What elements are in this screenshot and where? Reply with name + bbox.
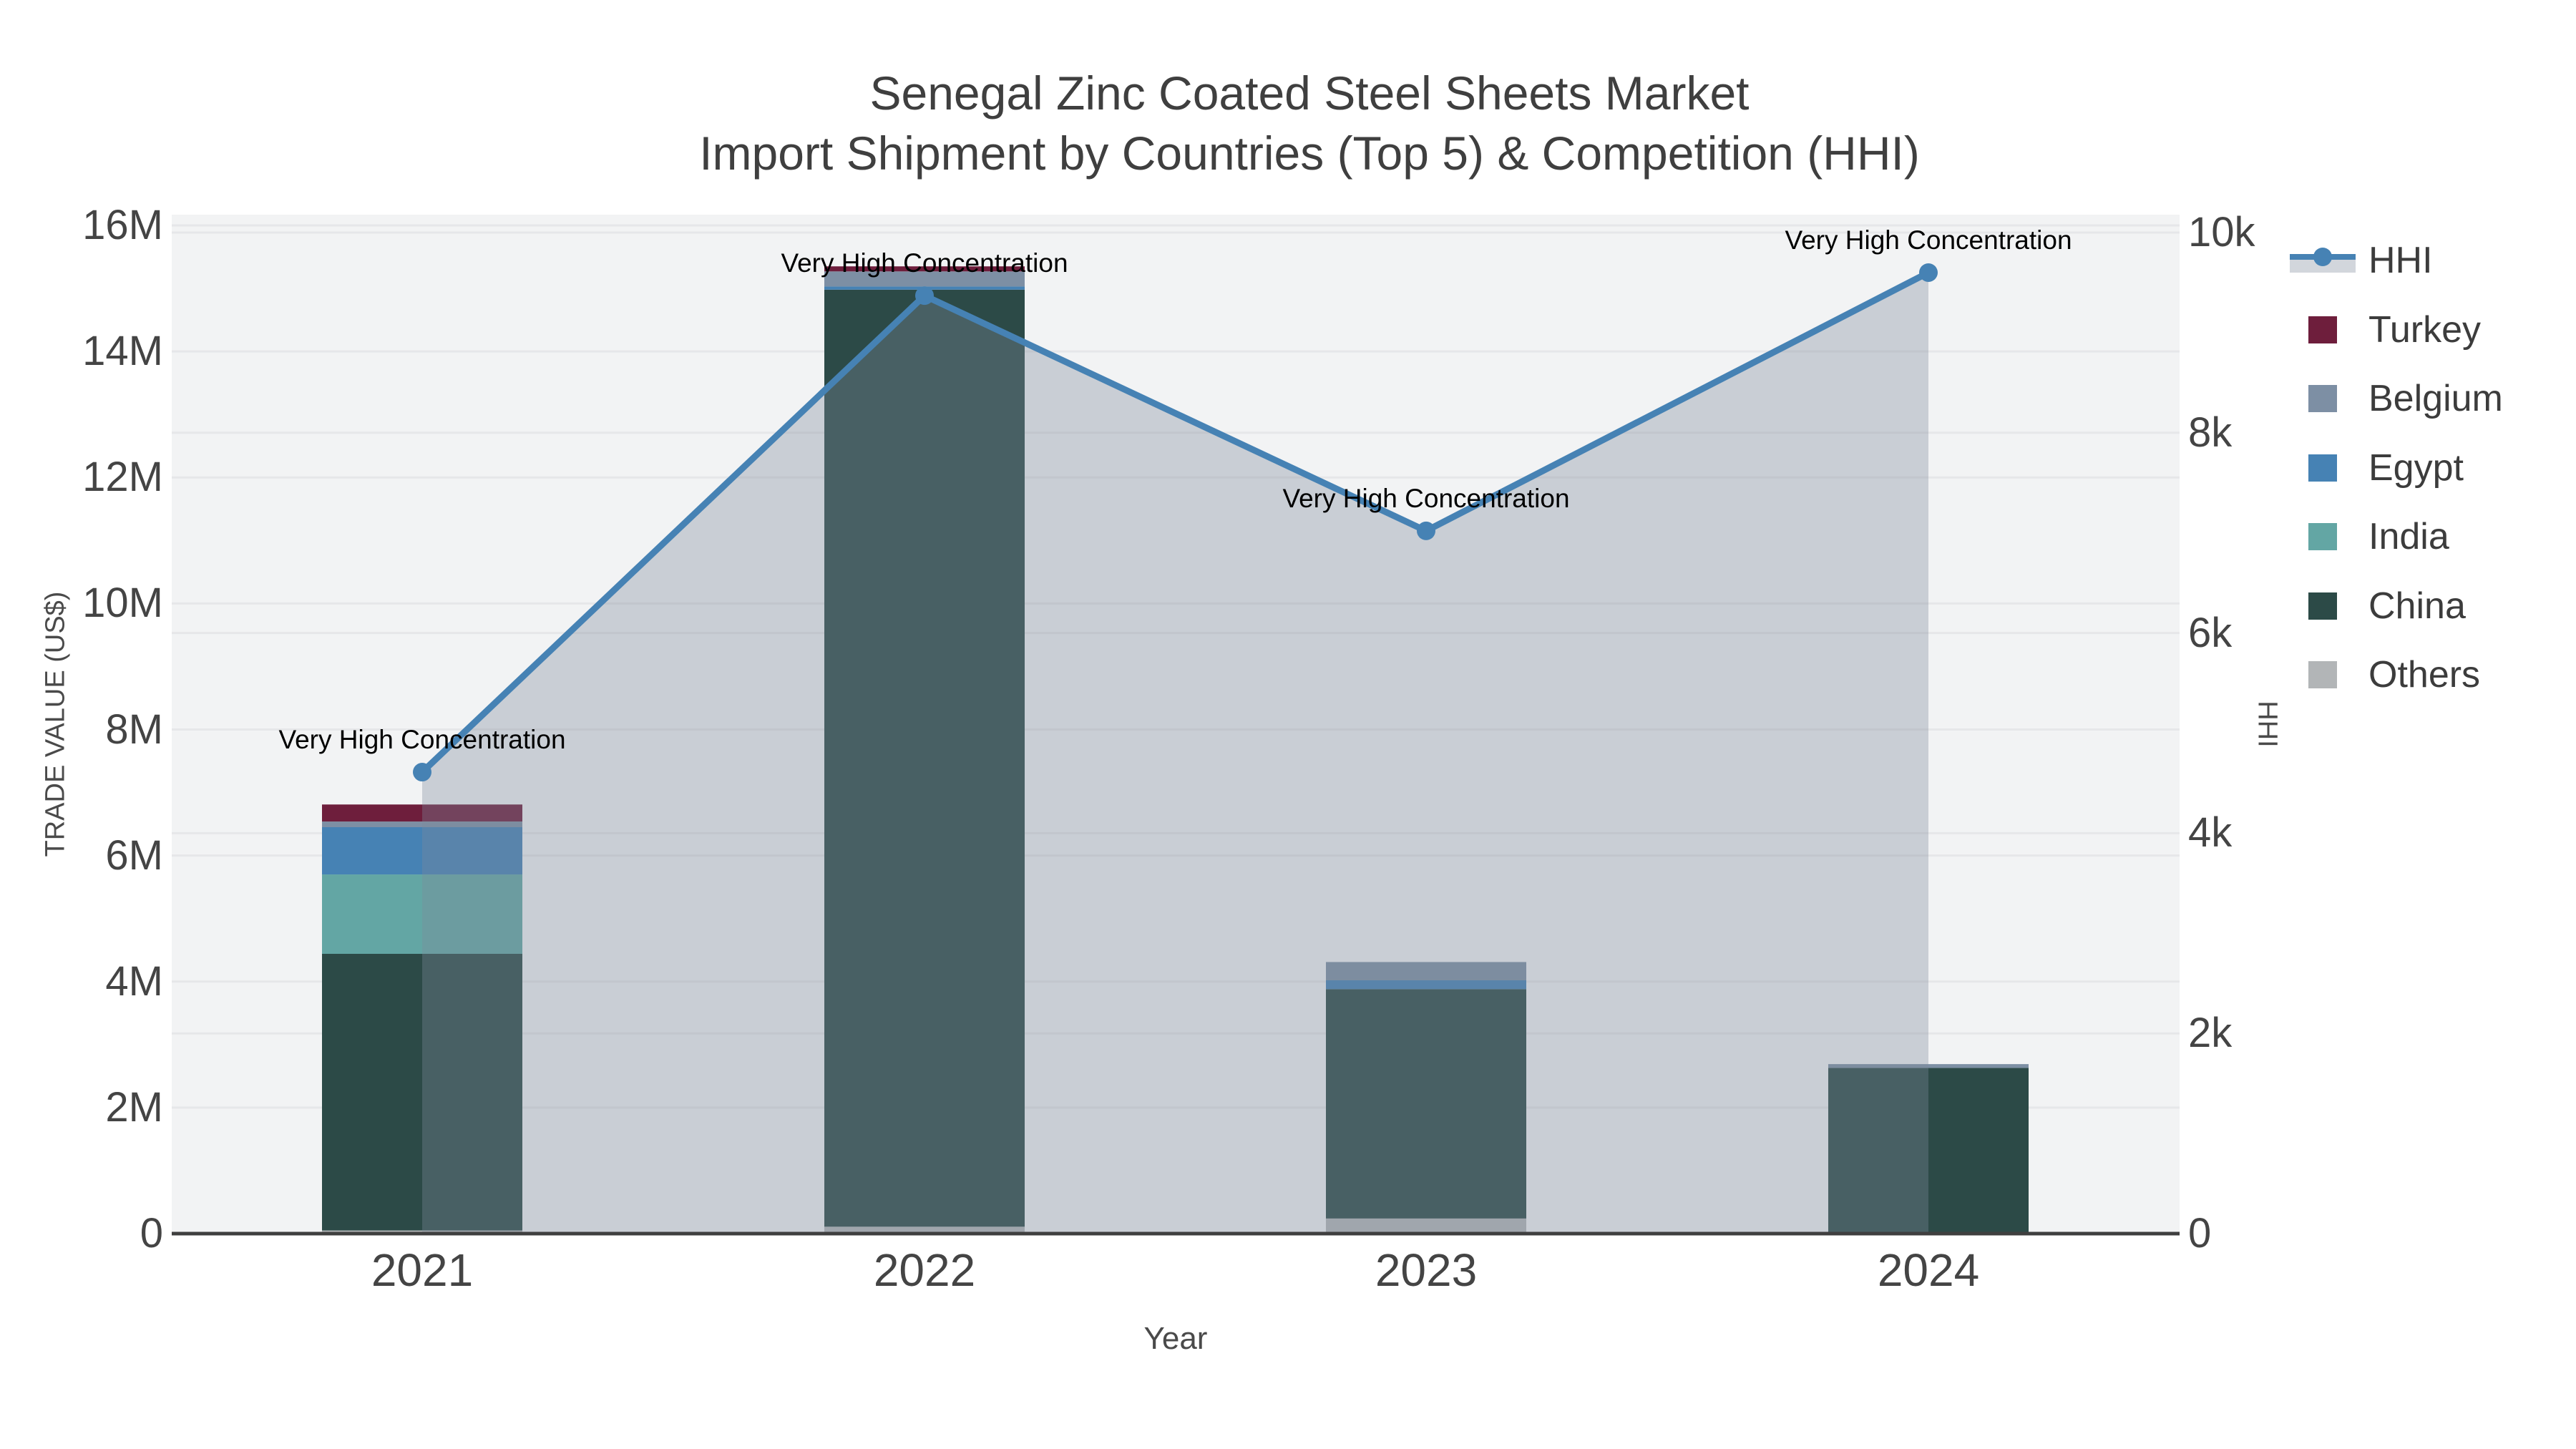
bar-segment-belgium-2022 <box>824 271 1025 287</box>
right-tick-8k: 8k <box>2188 409 2233 456</box>
hhi-marker-2021 <box>413 763 431 782</box>
legend-label-india: India <box>2368 516 2449 557</box>
legend-label-belgium: Belgium <box>2368 378 2503 419</box>
bar-segment-egypt-2021 <box>322 826 522 875</box>
hhi-marker-2024 <box>1919 263 1938 282</box>
legend-item-china[interactable]: China <box>2286 585 2572 628</box>
bar-segment-turkey-2022 <box>824 266 1025 272</box>
legend-label-turkey: Turkey <box>2368 308 2481 351</box>
bar-segment-india-2021 <box>322 874 522 955</box>
left-tick-8M: 8M <box>105 706 163 753</box>
legend-label-others: Others <box>2368 654 2481 696</box>
annotation-2022: Very High Concentration <box>781 248 1068 278</box>
legend-swatch-belgium <box>2308 385 2337 412</box>
bar-segment-belgium-2021 <box>322 821 522 827</box>
legend-item-turkey[interactable]: Turkey <box>2286 308 2572 351</box>
bar-segment-others-2022 <box>824 1226 1025 1234</box>
chart-title-line1: Senegal Zinc Coated Steel Sheets Market <box>869 67 1750 119</box>
legend-swatch-others <box>2308 661 2337 688</box>
x-axis-title: Year <box>1143 1321 1208 1356</box>
x-tick-2022: 2022 <box>873 1244 976 1296</box>
left-tick-4M: 4M <box>105 957 163 1005</box>
right-tick-4k: 4k <box>2188 809 2233 857</box>
chart-title: Senegal Zinc Coated Steel Sheets Market … <box>699 63 1920 183</box>
legend-item-hhi[interactable]: HHI <box>2286 239 2572 282</box>
legend-swatch-turkey <box>2308 316 2337 343</box>
legend-item-egypt[interactable]: Egypt <box>2286 447 2572 489</box>
left-tick-0: 0 <box>140 1210 163 1257</box>
annotation-2023: Very High Concentration <box>1282 483 1570 513</box>
left-tick-2M: 2M <box>105 1083 163 1131</box>
left-tick-10M: 10M <box>82 580 163 627</box>
legend-item-belgium[interactable]: Belgium <box>2286 377 2572 420</box>
bar-segment-turkey-2021 <box>322 804 522 822</box>
right-tick-10k: 10k <box>2188 209 2255 255</box>
left-tick-16M: 16M <box>82 202 163 248</box>
legend-label-china: China <box>2368 585 2466 627</box>
left-tick-12M: 12M <box>82 454 163 501</box>
legend-swatch-china <box>2308 592 2337 620</box>
legend-swatch-india <box>2308 523 2337 550</box>
left-axis-title: TRADE VALUE (US$) <box>40 591 71 857</box>
bar-segment-belgium-2024 <box>1828 1064 2029 1068</box>
annotation-2021: Very High Concentration <box>278 725 566 755</box>
bar-segment-egypt-2023 <box>1326 980 1526 990</box>
chart-title-line2: Import Shipment by Countries (Top 5) & C… <box>699 127 1920 180</box>
hhi-marker-2023 <box>1417 521 1435 540</box>
left-tick-14M: 14M <box>82 328 163 375</box>
right-tick-0: 0 <box>2188 1210 2212 1257</box>
x-tick-2023: 2023 <box>1375 1244 1478 1296</box>
hhi-line <box>419 269 1931 775</box>
bar-segment-others-2023 <box>1326 1218 1526 1234</box>
bar-segment-china-2022 <box>824 289 1025 1227</box>
bar-segment-china-2021 <box>322 954 522 1231</box>
legend-item-india[interactable]: India <box>2286 515 2572 558</box>
legend-swatch-hhi-line <box>2290 248 2356 273</box>
bar-segment-belgium-2023 <box>1326 962 1526 980</box>
bar-segment-china-2023 <box>1326 989 1526 1219</box>
legend-item-others[interactable]: Others <box>2286 653 2572 696</box>
right-axis-title: HHI <box>2252 701 2283 748</box>
bar-segment-china-2024 <box>1828 1068 2029 1234</box>
annotation-2024: Very High Concentration <box>1785 225 2072 255</box>
legend-label-hhi: HHI <box>2368 240 2433 281</box>
hhi-area <box>422 272 1928 1234</box>
legend-swatch-egypt <box>2308 454 2337 482</box>
right-tick-2k: 2k <box>2188 1010 2233 1057</box>
x-tick-2021: 2021 <box>371 1244 474 1296</box>
x-tick-2024: 2024 <box>1877 1244 1980 1296</box>
hhi-marker-2022 <box>915 286 934 306</box>
legend-label-egypt: Egypt <box>2368 447 2464 489</box>
left-tick-6M: 6M <box>105 831 163 879</box>
right-tick-6k: 6k <box>2188 609 2233 656</box>
